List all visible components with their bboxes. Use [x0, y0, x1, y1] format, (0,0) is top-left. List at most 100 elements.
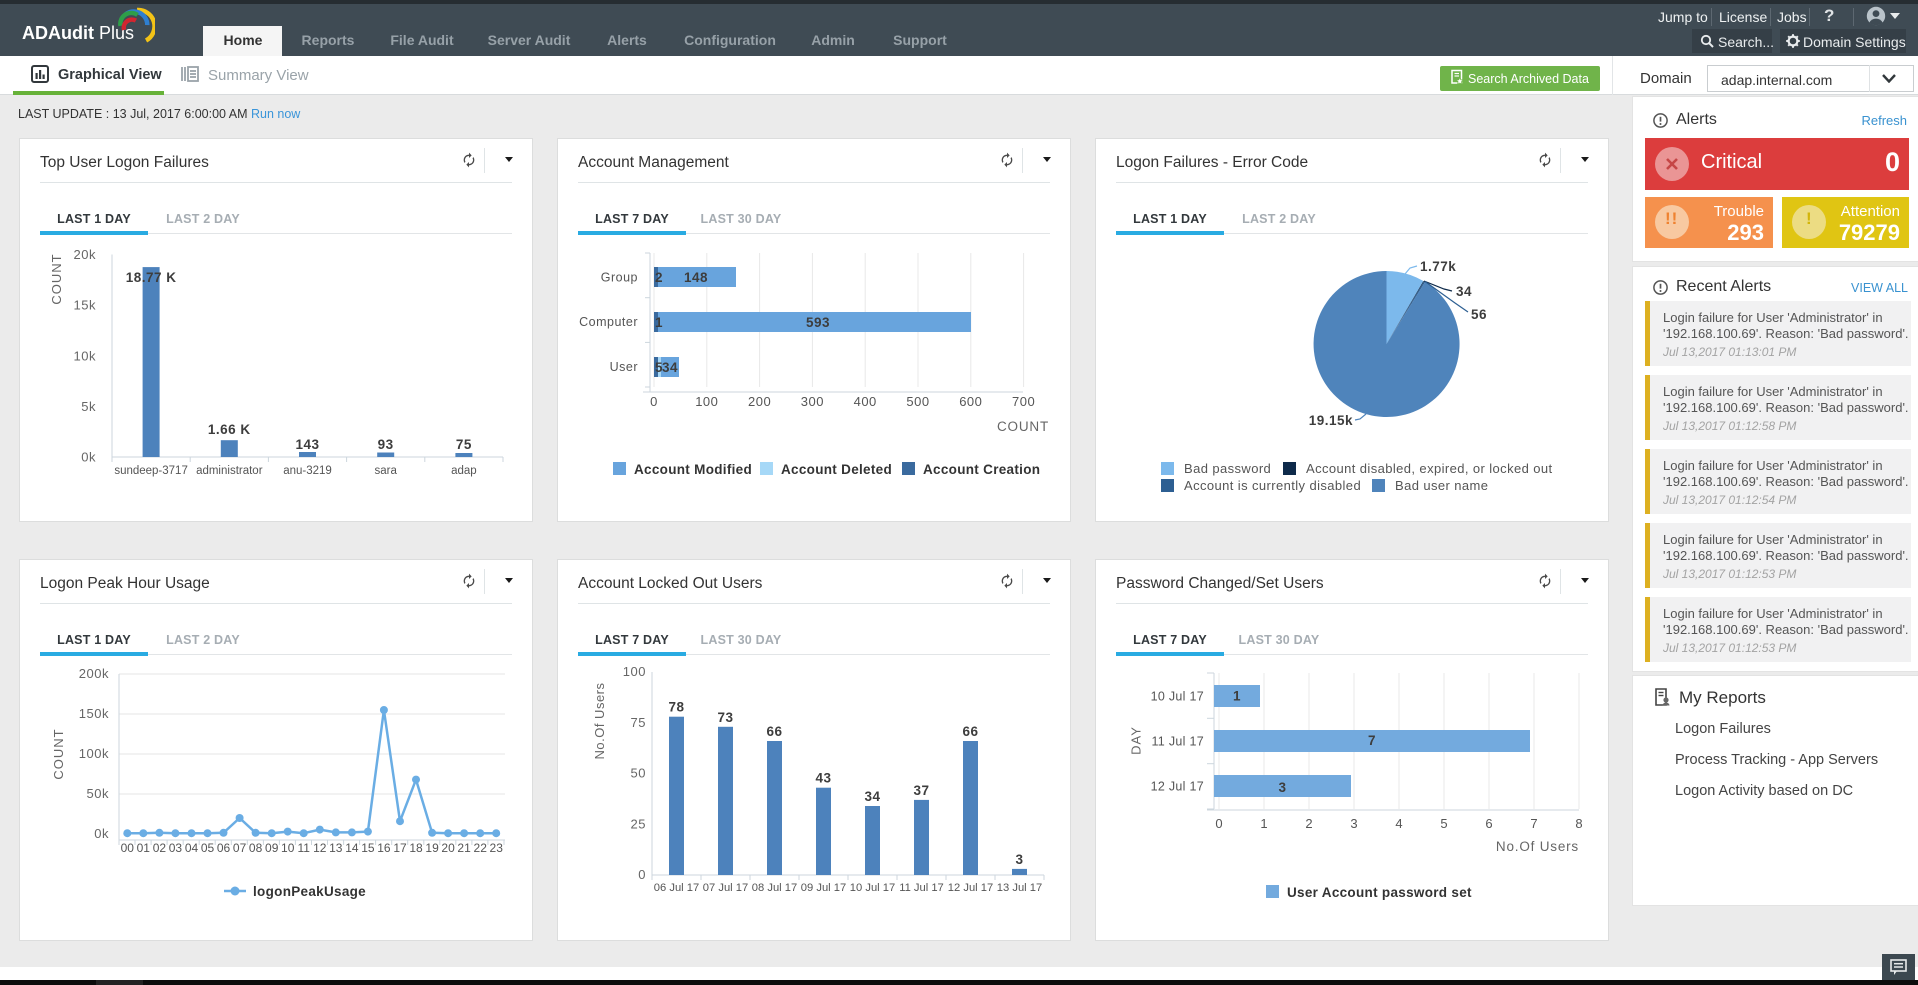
svg-text:18.77 K: 18.77 K [126, 270, 177, 285]
svg-text:500: 500 [906, 394, 929, 409]
svg-text:300: 300 [801, 394, 824, 409]
svg-text:50k: 50k [87, 786, 109, 801]
svg-text:COUNT: COUNT [49, 253, 64, 304]
svg-text:0k: 0k [81, 450, 96, 465]
svg-text:10k: 10k [74, 348, 96, 363]
svg-text:1.77k: 1.77k [1420, 259, 1456, 274]
svg-text:09: 09 [265, 841, 279, 855]
svg-text:Account disabled, expired, or: Account disabled, expired, or locked out [1306, 461, 1553, 476]
svg-text:148: 148 [684, 270, 708, 285]
svg-text:1.66 K: 1.66 K [208, 422, 251, 437]
svg-text:34: 34 [1456, 284, 1472, 299]
svg-text:100: 100 [623, 664, 646, 679]
svg-text:78: 78 [668, 700, 684, 715]
svg-text:1: 1 [1233, 689, 1241, 704]
svg-text:COUNT: COUNT [51, 728, 66, 779]
svg-text:3: 3 [1278, 780, 1286, 795]
svg-text:400: 400 [854, 394, 877, 409]
svg-text:sara: sara [375, 465, 398, 477]
svg-text:6: 6 [1485, 816, 1492, 831]
svg-text:administrator: administrator [196, 465, 263, 477]
svg-text:02: 02 [153, 841, 167, 855]
svg-text:20k: 20k [74, 247, 96, 262]
svg-text:Account Deleted: Account Deleted [781, 462, 892, 477]
svg-text:700: 700 [1012, 394, 1035, 409]
svg-text:37: 37 [913, 783, 929, 798]
svg-text:12: 12 [313, 841, 327, 855]
svg-text:10 Jul 17: 10 Jul 17 [1151, 690, 1204, 704]
svg-text:09 Jul 17: 09 Jul 17 [801, 882, 846, 894]
svg-text:Account Modified: Account Modified [634, 462, 752, 477]
svg-text:00: 00 [121, 841, 135, 855]
svg-text:No.Of Users: No.Of Users [1496, 839, 1579, 854]
svg-text:100k: 100k [79, 746, 109, 761]
svg-text:5k: 5k [81, 399, 96, 414]
svg-text:1: 1 [655, 315, 663, 330]
svg-text:17: 17 [393, 841, 407, 855]
svg-text:Bad password: Bad password [1184, 461, 1271, 476]
svg-text:0k: 0k [94, 826, 109, 841]
svg-text:143: 143 [295, 437, 319, 452]
svg-text:User: User [610, 360, 638, 374]
svg-text:User Account password set: User Account password set [1287, 885, 1472, 900]
svg-text:10: 10 [281, 841, 295, 855]
svg-text:20: 20 [441, 841, 455, 855]
svg-text:200: 200 [748, 394, 771, 409]
svg-text:12 Jul 17: 12 Jul 17 [1151, 780, 1204, 794]
svg-text:adap: adap [451, 465, 477, 477]
svg-text:06 Jul 17: 06 Jul 17 [654, 882, 699, 894]
svg-text:13: 13 [329, 841, 343, 855]
svg-text:06: 06 [217, 841, 231, 855]
svg-text:600: 600 [959, 394, 982, 409]
svg-text:Account is currently disabled: Account is currently disabled [1184, 478, 1361, 493]
svg-text:93: 93 [378, 437, 394, 452]
svg-text:08 Jul 17: 08 Jul 17 [752, 882, 797, 894]
svg-text:5: 5 [655, 360, 663, 375]
svg-text:Group: Group [601, 271, 638, 285]
svg-text:18: 18 [409, 841, 423, 855]
svg-text:08: 08 [249, 841, 263, 855]
svg-text:11 Jul 17: 11 Jul 17 [1151, 735, 1204, 749]
svg-text:50: 50 [631, 766, 646, 781]
svg-text:10 Jul 17: 10 Jul 17 [850, 882, 895, 894]
svg-text:03: 03 [169, 841, 183, 855]
svg-text:11 Jul 17: 11 Jul 17 [899, 882, 944, 894]
svg-text:Account Creation: Account Creation [923, 462, 1040, 477]
svg-text:56: 56 [1471, 307, 1487, 322]
svg-text:200k: 200k [79, 666, 109, 681]
svg-text:2: 2 [655, 270, 663, 285]
svg-text:7: 7 [1368, 733, 1376, 748]
svg-text:25: 25 [631, 816, 646, 831]
svg-text:15: 15 [361, 841, 375, 855]
svg-text:3: 3 [1350, 816, 1357, 831]
svg-text:75: 75 [456, 437, 472, 452]
svg-text:100: 100 [695, 394, 718, 409]
svg-text:8: 8 [1575, 816, 1582, 831]
svg-text:2: 2 [1305, 816, 1312, 831]
svg-text:No.Of Users: No.Of Users [592, 682, 607, 759]
svg-text:07 Jul 17: 07 Jul 17 [703, 882, 748, 894]
svg-text:23: 23 [490, 841, 504, 855]
svg-text:43: 43 [815, 771, 831, 786]
svg-text:05: 05 [201, 841, 215, 855]
svg-text:04: 04 [185, 841, 199, 855]
svg-text:Computer: Computer [579, 315, 638, 329]
svg-text:11: 11 [297, 841, 310, 855]
svg-text:anu-3219: anu-3219 [283, 465, 332, 477]
svg-text:73: 73 [717, 710, 733, 725]
svg-text:15k: 15k [74, 298, 96, 313]
svg-text:0: 0 [1215, 816, 1222, 831]
svg-text:12 Jul 17: 12 Jul 17 [948, 882, 993, 894]
svg-text:16: 16 [377, 841, 391, 855]
svg-text:5: 5 [1440, 816, 1447, 831]
svg-text:75: 75 [631, 715, 646, 730]
svg-text:0: 0 [638, 867, 646, 882]
svg-text:07: 07 [233, 841, 247, 855]
svg-text:COUNT: COUNT [997, 419, 1049, 434]
svg-text:DAY: DAY [1129, 726, 1144, 755]
svg-text:66: 66 [766, 724, 782, 739]
svg-text:7: 7 [1530, 816, 1537, 831]
svg-text:19: 19 [425, 841, 439, 855]
svg-text:4: 4 [1395, 816, 1402, 831]
svg-text:150k: 150k [79, 706, 109, 721]
